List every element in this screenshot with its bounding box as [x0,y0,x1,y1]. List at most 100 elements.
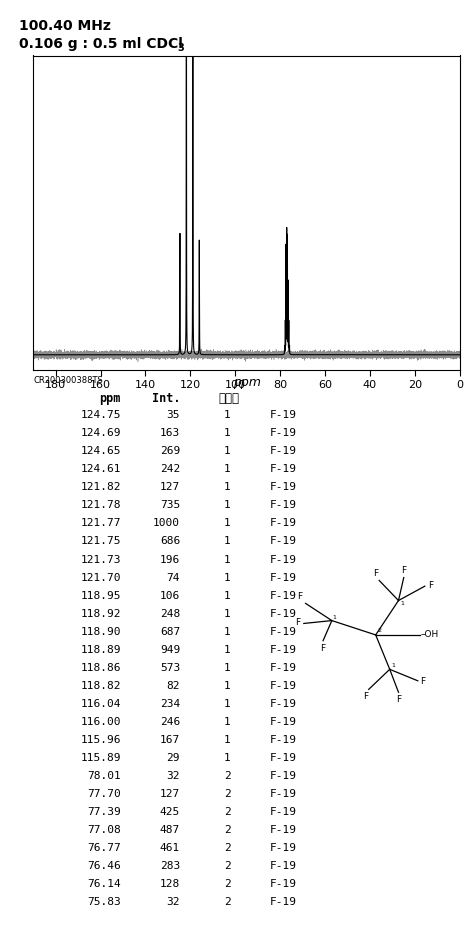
Text: F: F [297,592,302,601]
Text: 121.77: 121.77 [81,518,121,528]
Text: 283: 283 [160,861,180,871]
Text: 1: 1 [333,615,337,620]
Text: F-19: F-19 [270,555,297,564]
Text: 77.08: 77.08 [87,825,121,835]
Text: 687: 687 [160,627,180,636]
Text: 1: 1 [392,663,395,668]
Text: 2: 2 [224,844,231,853]
Text: F-19: F-19 [270,428,297,438]
Text: 2: 2 [377,628,382,633]
Text: 1: 1 [224,483,231,492]
Text: 269: 269 [160,447,180,456]
Text: F-19: F-19 [270,483,297,492]
Text: ppm: ppm [233,376,260,388]
Text: 1: 1 [224,681,231,691]
Text: 118.89: 118.89 [81,645,121,655]
Text: 2: 2 [224,789,231,799]
Text: F-19: F-19 [270,410,297,420]
Text: 686: 686 [160,536,180,547]
Text: ppm: ppm [100,392,121,405]
Text: 242: 242 [160,464,180,475]
Text: F: F [420,677,426,686]
Text: 121.78: 121.78 [81,500,121,511]
Text: 1: 1 [224,410,231,420]
Text: F-19: F-19 [270,734,297,745]
Text: F: F [396,696,401,704]
Text: 75.83: 75.83 [87,897,121,907]
Text: 121.82: 121.82 [81,483,121,492]
Text: 1: 1 [224,717,231,727]
Text: F-19: F-19 [270,861,297,871]
Text: 32: 32 [167,771,180,781]
Text: F-19: F-19 [270,609,297,619]
Text: 76.77: 76.77 [87,844,121,853]
Text: 1: 1 [224,645,231,655]
Text: F-19: F-19 [270,897,297,907]
Text: 124.65: 124.65 [81,447,121,456]
Text: 76.14: 76.14 [87,879,121,889]
Text: 0.106 g : 0.5 ml CDCl: 0.106 g : 0.5 ml CDCl [19,37,183,51]
Text: F-19: F-19 [270,464,297,475]
Text: 32: 32 [167,897,180,907]
Text: 1: 1 [224,500,231,511]
Text: F-19: F-19 [270,662,297,672]
Text: 2: 2 [224,807,231,817]
Text: 1: 1 [224,662,231,672]
Text: F-19: F-19 [270,447,297,456]
Text: F-19: F-19 [270,500,297,511]
Text: 标记碳: 标记碳 [218,392,239,405]
Text: F: F [428,581,433,590]
Text: F-19: F-19 [270,627,297,636]
Text: 121.73: 121.73 [81,555,121,564]
Text: F-19: F-19 [270,789,297,799]
Text: 573: 573 [160,662,180,672]
Text: F-19: F-19 [270,807,297,817]
Text: F: F [319,644,325,652]
Text: Int.: Int. [152,392,180,405]
Text: 167: 167 [160,734,180,745]
Text: 76.46: 76.46 [87,861,121,871]
Text: 2: 2 [224,825,231,835]
Text: F-19: F-19 [270,844,297,853]
Text: 124.61: 124.61 [81,464,121,475]
Text: 163: 163 [160,428,180,438]
Text: 116.04: 116.04 [81,699,121,709]
Text: F-19: F-19 [270,717,297,727]
Text: 1: 1 [224,555,231,564]
Text: 77.39: 77.39 [87,807,121,817]
Text: 127: 127 [160,789,180,799]
Text: F-19: F-19 [270,771,297,781]
Text: 248: 248 [160,609,180,619]
Text: 735: 735 [160,500,180,511]
Text: 425: 425 [160,807,180,817]
Text: 1: 1 [224,536,231,547]
Text: CR200300388TS: CR200300388TS [33,376,103,385]
Text: 118.92: 118.92 [81,609,121,619]
Text: F-19: F-19 [270,699,297,709]
Text: 118.90: 118.90 [81,627,121,636]
Text: 118.86: 118.86 [81,662,121,672]
Text: F: F [364,692,369,700]
Text: 1: 1 [224,699,231,709]
Text: 949: 949 [160,645,180,655]
Text: 128: 128 [160,879,180,889]
Text: 29: 29 [167,753,180,763]
Text: 121.75: 121.75 [81,536,121,547]
Text: 1: 1 [224,609,231,619]
Text: 35: 35 [167,410,180,420]
Text: F-19: F-19 [270,825,297,835]
Text: 100.40 MHz: 100.40 MHz [19,18,111,32]
Text: F-19: F-19 [270,681,297,691]
Text: 74: 74 [167,573,180,583]
Text: 196: 196 [160,555,180,564]
Text: 3: 3 [178,43,184,54]
Text: 2: 2 [224,879,231,889]
Text: F-19: F-19 [270,879,297,889]
Text: 124.69: 124.69 [81,428,121,438]
Text: 1: 1 [224,591,231,600]
Text: 115.96: 115.96 [81,734,121,745]
Text: 124.75: 124.75 [81,410,121,420]
Text: F: F [373,569,378,578]
Text: 1: 1 [224,518,231,528]
Text: 2: 2 [224,861,231,871]
